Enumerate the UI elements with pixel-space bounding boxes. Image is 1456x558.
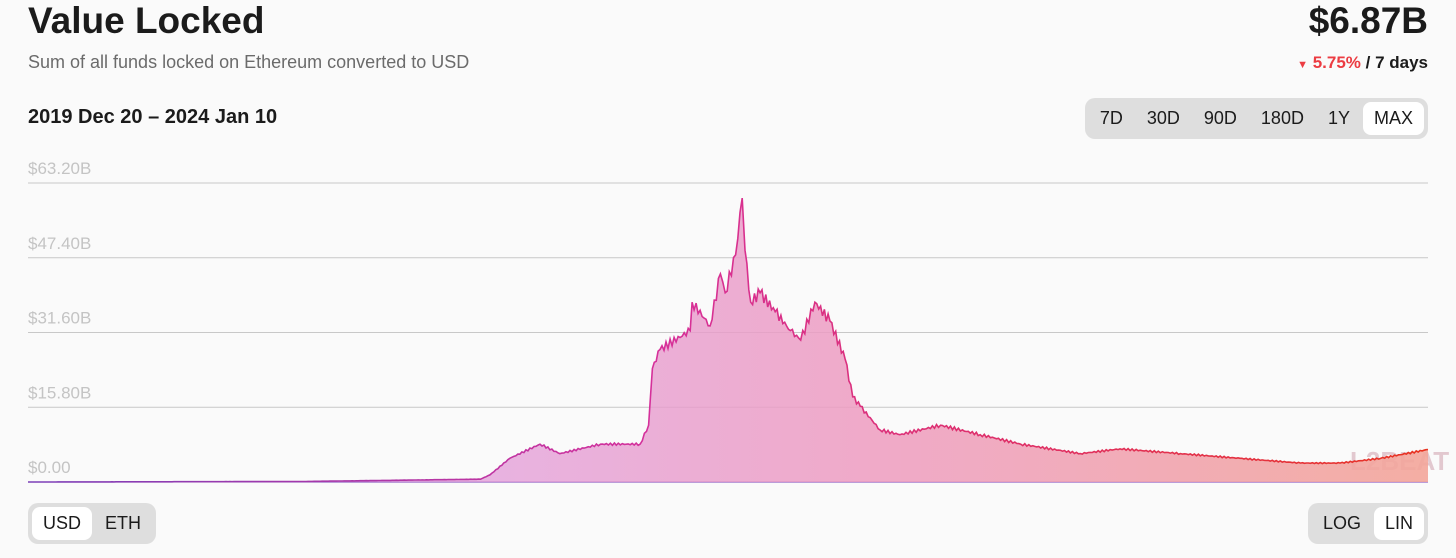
change-period: / 7 days	[1365, 53, 1428, 72]
period-selector: 7D 30D 90D 180D 1Y MAX	[1084, 98, 1428, 139]
period-30d-button[interactable]: 30D	[1146, 108, 1180, 128]
y-tick-label: $0.00	[28, 458, 71, 477]
period-7d-button[interactable]: 7D	[1099, 108, 1123, 128]
y-tick-label: $63.20B	[28, 159, 91, 178]
caret-down-icon: ▼	[1297, 59, 1308, 71]
value-locked-chart: $0.00$15.80B$31.60B$47.40B$63.20B L2BEAT	[28, 159, 1449, 483]
scale-lin-button[interactable]: LIN	[1373, 507, 1424, 540]
unit-eth-button[interactable]: ETH	[105, 513, 142, 533]
unit-selector: USD ETH	[28, 503, 157, 544]
y-tick-label: $47.40B	[28, 234, 91, 253]
scale-selector: LOG LIN	[1307, 503, 1428, 544]
change-indicator: ▼ 5.75% / 7 days	[1297, 53, 1428, 73]
y-tick-label: $31.60B	[28, 309, 91, 328]
period-180d-button[interactable]: 180D	[1260, 108, 1304, 128]
period-90d-button[interactable]: 90D	[1203, 108, 1237, 128]
page-title: Value Locked	[28, 0, 265, 41]
chart-line	[28, 197, 1429, 483]
y-tick-label: $15.80B	[28, 383, 91, 402]
date-range: 2019 Dec 20 – 2024 Jan 10	[28, 106, 278, 128]
period-max-button[interactable]: MAX	[1362, 102, 1424, 135]
unit-usd-button[interactable]: USD	[32, 507, 93, 540]
total-value: $6.87B	[1308, 0, 1428, 41]
period-1y-button[interactable]: 1Y	[1327, 108, 1350, 128]
scale-log-button[interactable]: LOG	[1322, 513, 1361, 533]
subtitle: Sum of all funds locked on Ethereum conv…	[28, 52, 470, 72]
change-percent: 5.75%	[1312, 53, 1361, 72]
chart-area	[28, 198, 1428, 482]
